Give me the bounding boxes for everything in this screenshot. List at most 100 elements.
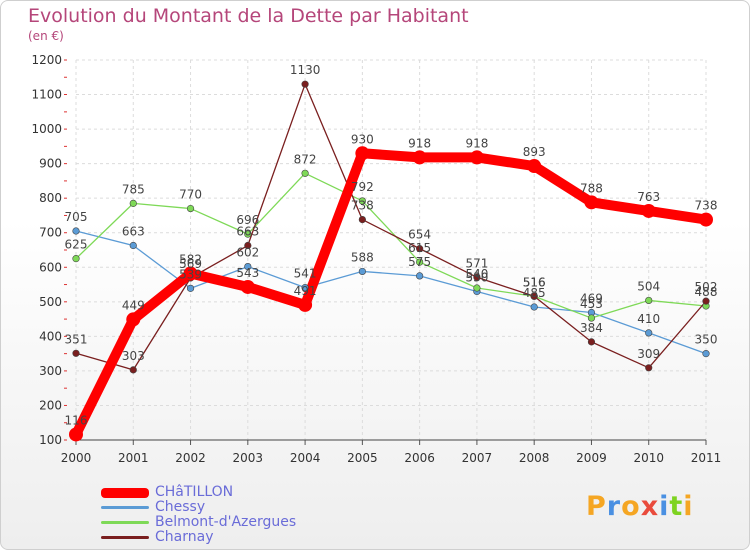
data-label: 309 bbox=[637, 347, 660, 361]
data-label: 530 bbox=[465, 270, 488, 284]
data-point bbox=[530, 292, 538, 300]
data-point bbox=[183, 266, 198, 281]
y-tick-label: 900 bbox=[39, 157, 62, 171]
data-label: 785 bbox=[122, 182, 145, 196]
data-point bbox=[358, 216, 366, 224]
data-point bbox=[527, 159, 542, 174]
logo-letter: r bbox=[606, 491, 622, 522]
data-label: 918 bbox=[465, 136, 488, 150]
data-label: 918 bbox=[408, 136, 431, 150]
data-label: 469 bbox=[580, 292, 603, 306]
data-point bbox=[641, 203, 656, 218]
data-label: 541 bbox=[294, 267, 317, 281]
data-point bbox=[358, 197, 366, 205]
data-label: 571 bbox=[465, 256, 488, 270]
data-label: 540 bbox=[465, 267, 488, 281]
data-point bbox=[244, 241, 252, 250]
data-point bbox=[244, 230, 252, 238]
data-point bbox=[702, 350, 710, 358]
legend-item: Chessy bbox=[101, 500, 296, 515]
data-label: 696 bbox=[236, 213, 259, 227]
data-point bbox=[587, 314, 596, 322]
data-point bbox=[72, 349, 80, 357]
data-label: 543 bbox=[236, 266, 259, 280]
chart-title: Evolution du Montant de la Dette par Hab… bbox=[28, 5, 469, 27]
data-label: 792 bbox=[351, 180, 374, 194]
legend-swatch bbox=[101, 521, 149, 524]
data-label: 663 bbox=[236, 225, 259, 239]
data-point bbox=[699, 212, 713, 227]
data-point bbox=[301, 284, 309, 292]
y-tick-label: 500 bbox=[39, 295, 62, 309]
data-label: 491 bbox=[294, 284, 317, 298]
x-tick-label: 2011 bbox=[691, 451, 722, 465]
data-point bbox=[530, 303, 538, 311]
data-label: 770 bbox=[179, 188, 202, 202]
logo-letter: i bbox=[659, 491, 670, 522]
data-point bbox=[129, 199, 137, 207]
logo-letter: i bbox=[683, 491, 694, 522]
y-tick-label: 200 bbox=[39, 398, 62, 412]
data-point bbox=[186, 284, 195, 292]
data-label: 654 bbox=[408, 228, 431, 242]
axes: 100 200 300 400 500 600 700 800 900 1000 1100 1200 2… bbox=[31, 53, 721, 465]
logo-letter: P bbox=[586, 491, 607, 522]
data-point bbox=[72, 227, 80, 235]
y-tick-label: 600 bbox=[39, 260, 62, 274]
y-tick-label: 1100 bbox=[31, 88, 62, 102]
data-label: 504 bbox=[637, 279, 660, 293]
data-point bbox=[416, 245, 424, 253]
x-tick-label: 2003 bbox=[233, 451, 264, 465]
series-points bbox=[69, 80, 713, 442]
legend: CHâTILLON Chessy Belmont-d'Azergues Charnay bbox=[101, 485, 296, 545]
data-label: 893 bbox=[523, 145, 546, 159]
data-point bbox=[301, 80, 309, 88]
data-point bbox=[129, 241, 137, 250]
data-label: 453 bbox=[580, 297, 603, 311]
y-tick-label: 100 bbox=[39, 433, 62, 447]
data-point bbox=[129, 366, 137, 374]
data-label: 516 bbox=[523, 275, 546, 289]
y-tick-label: 400 bbox=[39, 329, 62, 343]
data-point bbox=[416, 258, 424, 266]
legend-item: CHâTILLON bbox=[101, 485, 296, 500]
series-line-2 bbox=[75, 172, 707, 319]
data-label: 516 bbox=[523, 275, 546, 289]
data-point bbox=[355, 146, 370, 161]
data-label: 738 bbox=[351, 199, 374, 213]
y-tick-label: 1200 bbox=[31, 53, 62, 67]
legend-swatch bbox=[101, 536, 149, 539]
data-label: 350 bbox=[695, 333, 718, 347]
legend-item: Charnay bbox=[101, 530, 296, 545]
data-label: 588 bbox=[351, 250, 374, 264]
data-label: 303 bbox=[122, 349, 145, 363]
data-labels: 116 449 582 543 491 930 918 918 893 788 763 738 705 6… bbox=[65, 63, 718, 427]
data-point bbox=[416, 272, 424, 280]
data-point bbox=[126, 312, 141, 327]
chart-subtitle: (en €) bbox=[28, 29, 64, 43]
data-point bbox=[645, 296, 653, 305]
data-label: 539 bbox=[179, 267, 202, 281]
data-label: 575 bbox=[408, 255, 431, 269]
data-point bbox=[473, 284, 481, 292]
data-point bbox=[584, 195, 599, 210]
data-label: 763 bbox=[637, 190, 660, 204]
data-point bbox=[186, 204, 195, 213]
data-label: 502 bbox=[695, 280, 718, 294]
data-label: 116 bbox=[65, 413, 88, 427]
data-point bbox=[587, 338, 596, 346]
x-tick-label: 2008 bbox=[519, 451, 550, 465]
y-tick-label: 300 bbox=[39, 364, 62, 378]
series-line-3 bbox=[75, 83, 707, 371]
logo-letter: t bbox=[669, 491, 684, 522]
data-point bbox=[702, 297, 710, 305]
data-label: 602 bbox=[236, 246, 259, 260]
legend-label: Chessy bbox=[155, 499, 206, 515]
legend-label: Charnay bbox=[155, 529, 214, 545]
data-point bbox=[473, 273, 481, 281]
x-tick-label: 2001 bbox=[118, 451, 149, 465]
x-tick-label: 2010 bbox=[633, 451, 664, 465]
legend-label: Belmont-d'Azergues bbox=[155, 514, 297, 530]
data-point bbox=[298, 297, 313, 312]
